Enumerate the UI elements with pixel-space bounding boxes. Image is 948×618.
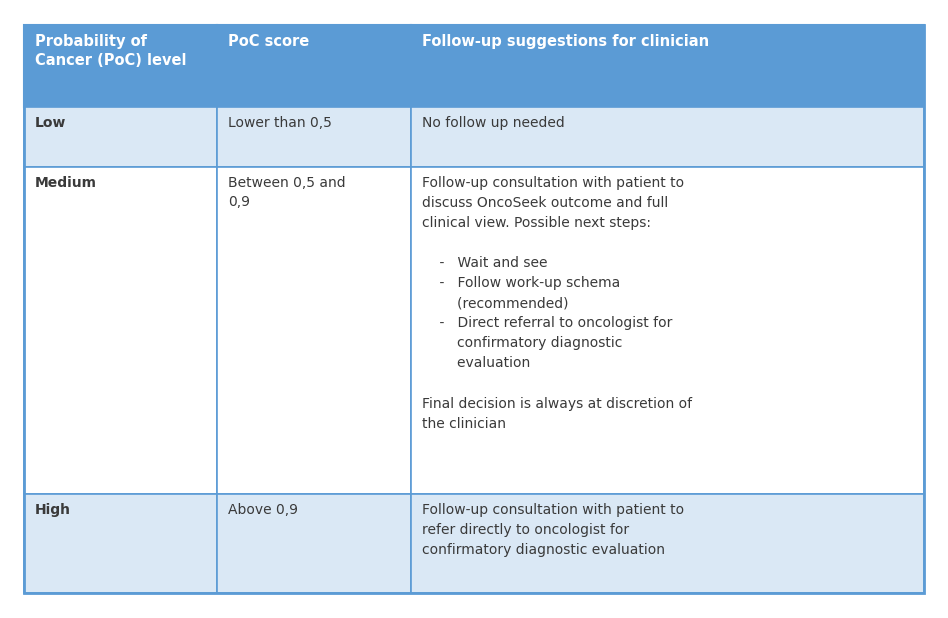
Text: Follow-up consultation with patient to
discuss OncoSeek outcome and full
clinica: Follow-up consultation with patient to d… <box>422 176 692 431</box>
Bar <box>24 25 217 107</box>
Text: No follow up needed: No follow up needed <box>422 116 564 130</box>
Text: Follow-up suggestions for clinician: Follow-up suggestions for clinician <box>422 34 709 49</box>
Bar <box>217 167 410 494</box>
Text: Between 0,5 and
0,9: Between 0,5 and 0,9 <box>228 176 346 210</box>
Text: PoC score: PoC score <box>228 34 309 49</box>
Bar <box>410 167 924 494</box>
Bar <box>217 25 410 107</box>
Text: Lower than 0,5: Lower than 0,5 <box>228 116 332 130</box>
Bar <box>217 494 410 593</box>
Bar <box>410 494 924 593</box>
Bar <box>24 167 217 494</box>
Bar <box>24 107 217 167</box>
Bar <box>217 107 410 167</box>
Text: High: High <box>34 503 70 517</box>
Text: Above 0,9: Above 0,9 <box>228 503 298 517</box>
Text: Probability of
Cancer (PoC) level: Probability of Cancer (PoC) level <box>34 34 186 68</box>
Bar <box>410 25 924 107</box>
Bar <box>410 107 924 167</box>
Text: Follow-up consultation with patient to
refer directly to oncologist for
confirma: Follow-up consultation with patient to r… <box>422 503 684 557</box>
Text: Low: Low <box>34 116 65 130</box>
Text: Medium: Medium <box>34 176 97 190</box>
Bar <box>24 494 217 593</box>
